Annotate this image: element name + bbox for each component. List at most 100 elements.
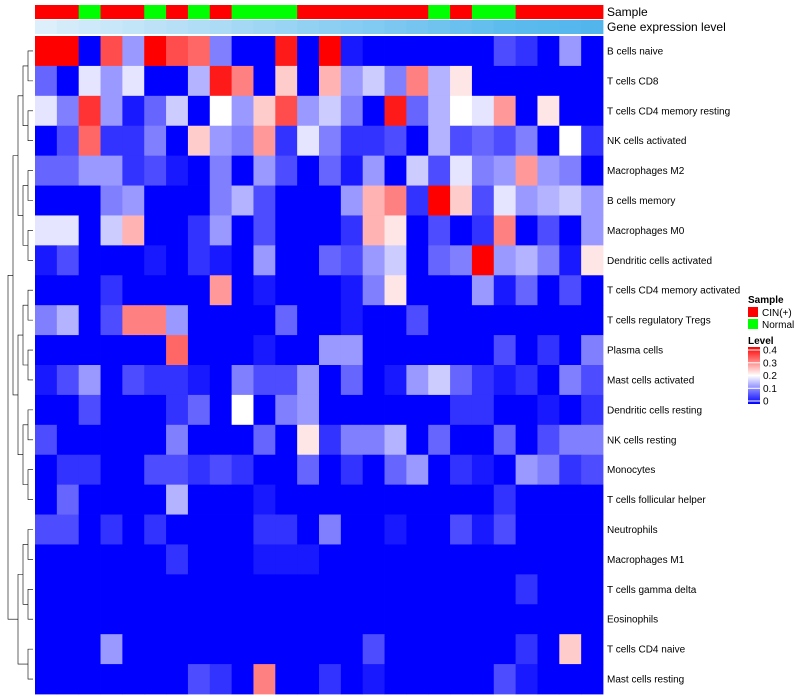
heatmap-cell — [253, 365, 276, 396]
heatmap-cell — [384, 634, 407, 665]
heatmap-cell — [559, 36, 582, 67]
heatmap-cell — [515, 185, 538, 216]
heatmap-cell — [493, 65, 517, 97]
heatmap-cell — [406, 125, 429, 157]
heatmap-cell — [384, 454, 407, 486]
heatmap-cell — [471, 514, 495, 545]
heatmap-cell — [78, 514, 101, 545]
heatmap-cell — [253, 484, 276, 515]
heatmap-cell — [209, 604, 233, 635]
heatmap-cell — [56, 664, 80, 695]
heatmap-cell — [187, 484, 211, 515]
heatmap-cell — [100, 305, 123, 336]
dendrogram-branch — [27, 110, 33, 141]
heatmap-cell — [319, 664, 342, 695]
heatmap-cell — [493, 394, 517, 426]
heatmap-cell — [209, 574, 233, 605]
heatmap-cell — [515, 574, 538, 605]
heatmap-cell — [253, 305, 276, 336]
heatmap-cell — [187, 335, 211, 366]
heatmap-cell — [78, 484, 101, 515]
heatmap-cell — [231, 185, 254, 216]
heatmap-cell — [515, 454, 538, 486]
heatmap-cell — [581, 394, 604, 426]
heatmap-cell — [253, 514, 276, 545]
heatmap-cell — [340, 215, 364, 246]
heatmap-cell — [297, 305, 320, 336]
sample-annotation-cell — [100, 5, 123, 19]
heatmap-cell — [231, 65, 254, 97]
heatmap-cell — [559, 95, 582, 127]
heatmap-cell — [35, 394, 58, 426]
heatmap-cell — [537, 394, 560, 426]
heatmap-cell — [231, 514, 254, 545]
sample-annotation-cell — [559, 5, 582, 19]
heatmap-cell — [56, 36, 80, 67]
dendrogram-branch — [17, 95, 23, 216]
heatmap-cell — [537, 275, 560, 306]
heatmap-cell — [515, 604, 538, 635]
heatmap-cell — [559, 424, 582, 456]
heatmap-cell — [340, 335, 364, 366]
heatmap-cell — [144, 634, 167, 665]
heatmap-cell — [187, 185, 211, 216]
heatmap-cell — [319, 574, 342, 605]
heatmap-cell — [56, 604, 80, 635]
heatmap-cell — [471, 335, 495, 366]
heatmap-cell — [275, 95, 298, 127]
legend-level-tick-2: 0.2 — [763, 371, 777, 382]
heatmap-cell — [450, 574, 473, 605]
heatmap-cell — [56, 424, 80, 456]
dendrogram-branch — [27, 469, 33, 500]
heatmap-cell — [231, 365, 254, 396]
row-labels: B cells naive T cells CD8 T cells CD4 memo… — [607, 46, 740, 685]
heatmap-cell — [319, 454, 342, 486]
heatmap-cell — [78, 424, 101, 456]
heatmap-cell — [275, 335, 298, 366]
heatmap-cell — [406, 65, 429, 97]
heatmap-cell — [122, 305, 145, 336]
heatmap-cell — [471, 365, 495, 396]
heatmap-cell — [122, 484, 145, 515]
heatmap-cell — [209, 65, 233, 97]
heatmap-cell — [166, 245, 189, 276]
heatmap-cell — [166, 65, 189, 97]
heatmap-cell — [209, 544, 233, 575]
heatmap-cell — [209, 275, 233, 306]
heatmap-cell — [144, 544, 167, 575]
heatmap-cell — [231, 215, 254, 246]
heatmap-cell — [471, 484, 495, 515]
heatmap-cell — [56, 215, 80, 246]
heatmap-cell — [559, 574, 582, 605]
heatmap-cell — [297, 454, 320, 486]
heatmap-cell — [406, 155, 429, 186]
expression-track-label: Gene expression level — [607, 20, 726, 34]
sample-track-label: Sample — [607, 5, 648, 19]
heatmap-cell — [78, 215, 101, 246]
heatmap-cell — [297, 155, 320, 186]
heatmap-cell — [428, 95, 451, 127]
heatmap-cell — [537, 95, 560, 127]
legend-normal-swatch — [748, 319, 758, 329]
heatmap-cell — [56, 574, 80, 605]
heatmap-cell — [471, 574, 495, 605]
heatmap-cell — [581, 36, 604, 67]
row-label: B cells memory — [607, 196, 675, 207]
heatmap-cell — [493, 454, 517, 486]
heatmap-cell — [187, 275, 211, 306]
heatmap-cell — [319, 514, 342, 545]
heatmap-cell — [187, 424, 211, 456]
heatmap-cell — [297, 275, 320, 306]
heatmap-cell — [166, 484, 189, 515]
heatmap-cell — [450, 514, 473, 545]
heatmap-cell — [166, 95, 189, 127]
heatmap-cell — [384, 275, 407, 306]
heatmap-cell — [297, 125, 320, 157]
heatmap-cell — [493, 514, 517, 545]
heatmap-cell — [471, 155, 495, 186]
heatmap-cell — [537, 125, 560, 157]
heatmap-cell — [581, 305, 604, 336]
heatmap-cell — [450, 245, 473, 276]
heatmap-cell — [559, 245, 582, 276]
heatmap-cell — [166, 305, 189, 336]
